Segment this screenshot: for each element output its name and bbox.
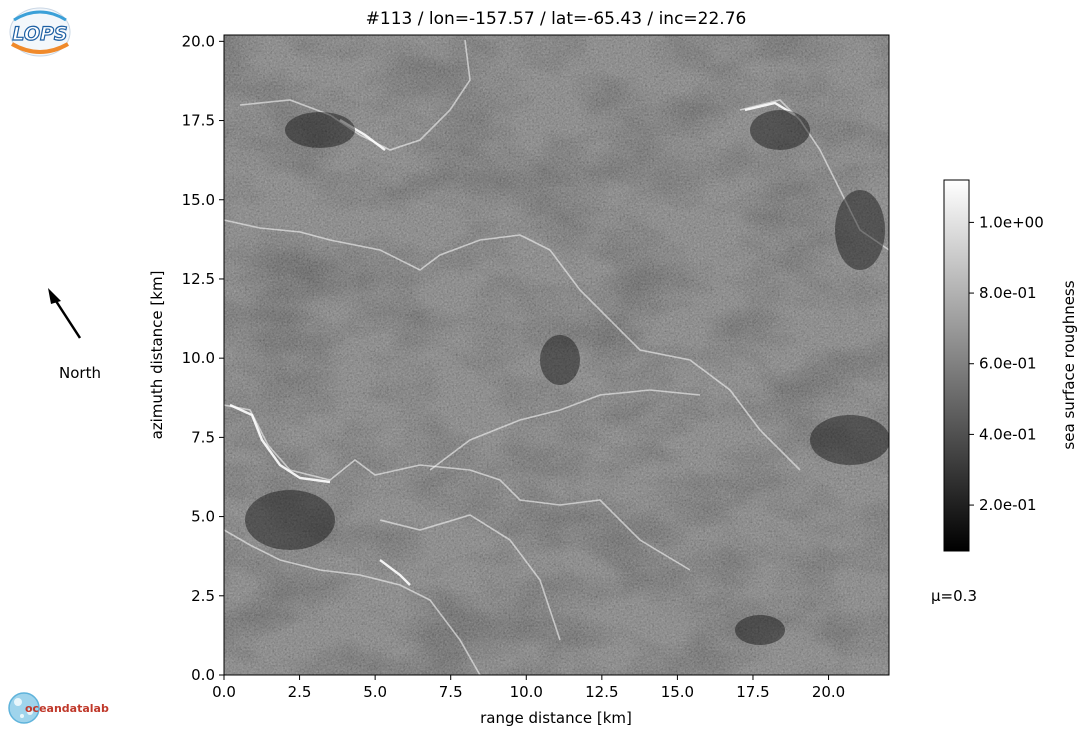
x-axis: 0.0 2.5 5.0 7.5 10.0 12.5 15.0 17.5 20.0 (212, 675, 845, 701)
oceandatalab-logo-text: oceandatalab (25, 702, 109, 715)
x-tick-label: 10.0 (510, 683, 543, 701)
colorbar-tick-label: 1.0e+00 (979, 213, 1044, 231)
colorbar-label: sea surface roughness (1060, 280, 1078, 449)
y-tick-label: 10.0 (182, 349, 215, 367)
x-tick-label: 20.0 (812, 683, 845, 701)
lops-logo: LOPS (9, 7, 71, 57)
colorbar-tick-label: 2.0e-01 (979, 496, 1037, 514)
x-tick-label: 12.5 (585, 683, 618, 701)
x-tick-label: 2.5 (288, 683, 312, 701)
y-axis: 0.0 2.5 5.0 7.5 10.0 12.5 15.0 17.5 20.0 (182, 32, 224, 684)
colorbar: 2.0e-01 4.0e-01 6.0e-01 8.0e-01 1.0e+00 sea … (943, 179, 1078, 552)
lops-logo-text: LOPS (12, 23, 67, 45)
mu-annotation: μ=0.3 (931, 587, 977, 605)
y-tick-label: 5.0 (191, 508, 215, 526)
chart-title: #113 / lon=-157.57 / lat=-65.43 / inc=22… (366, 9, 747, 29)
x-tick-label: 17.5 (736, 683, 769, 701)
colorbar-tick-label: 4.0e-01 (979, 425, 1037, 443)
plot-frame (223, 34, 890, 676)
y-axis-label: azimuth distance [km] (148, 271, 166, 440)
x-tick-label: 7.5 (439, 683, 463, 701)
x-tick-label: 0.0 (212, 683, 236, 701)
ice-ridges (224, 39, 889, 675)
y-tick-label: 12.5 (182, 270, 215, 288)
y-tick-label: 7.5 (191, 428, 215, 446)
colorbar-gradient (943, 179, 970, 552)
y-tick-label: 15.0 (182, 191, 215, 209)
y-tick-label: 0.0 (191, 666, 215, 684)
y-tick-label: 2.5 (191, 587, 215, 605)
north-arrow: North (48, 288, 101, 382)
x-tick-label: 5.0 (363, 683, 387, 701)
north-arrow-icon (52, 297, 82, 339)
colorbar-tick-label: 8.0e-01 (979, 284, 1037, 302)
sar-image (224, 35, 889, 675)
colorbar-tick-label: 6.0e-01 (979, 355, 1037, 373)
x-tick-label: 15.0 (661, 683, 694, 701)
colorbar-ticks: 2.0e-01 4.0e-01 6.0e-01 8.0e-01 1.0e+00 (969, 213, 1044, 514)
oceandatalab-logo: oceandatalab (8, 692, 109, 724)
north-label: North (59, 364, 101, 382)
x-axis-label: range distance [km] (480, 709, 632, 727)
y-tick-label: 17.5 (182, 112, 215, 130)
north-arrowhead-icon (48, 288, 61, 304)
y-tick-label: 20.0 (182, 32, 215, 50)
